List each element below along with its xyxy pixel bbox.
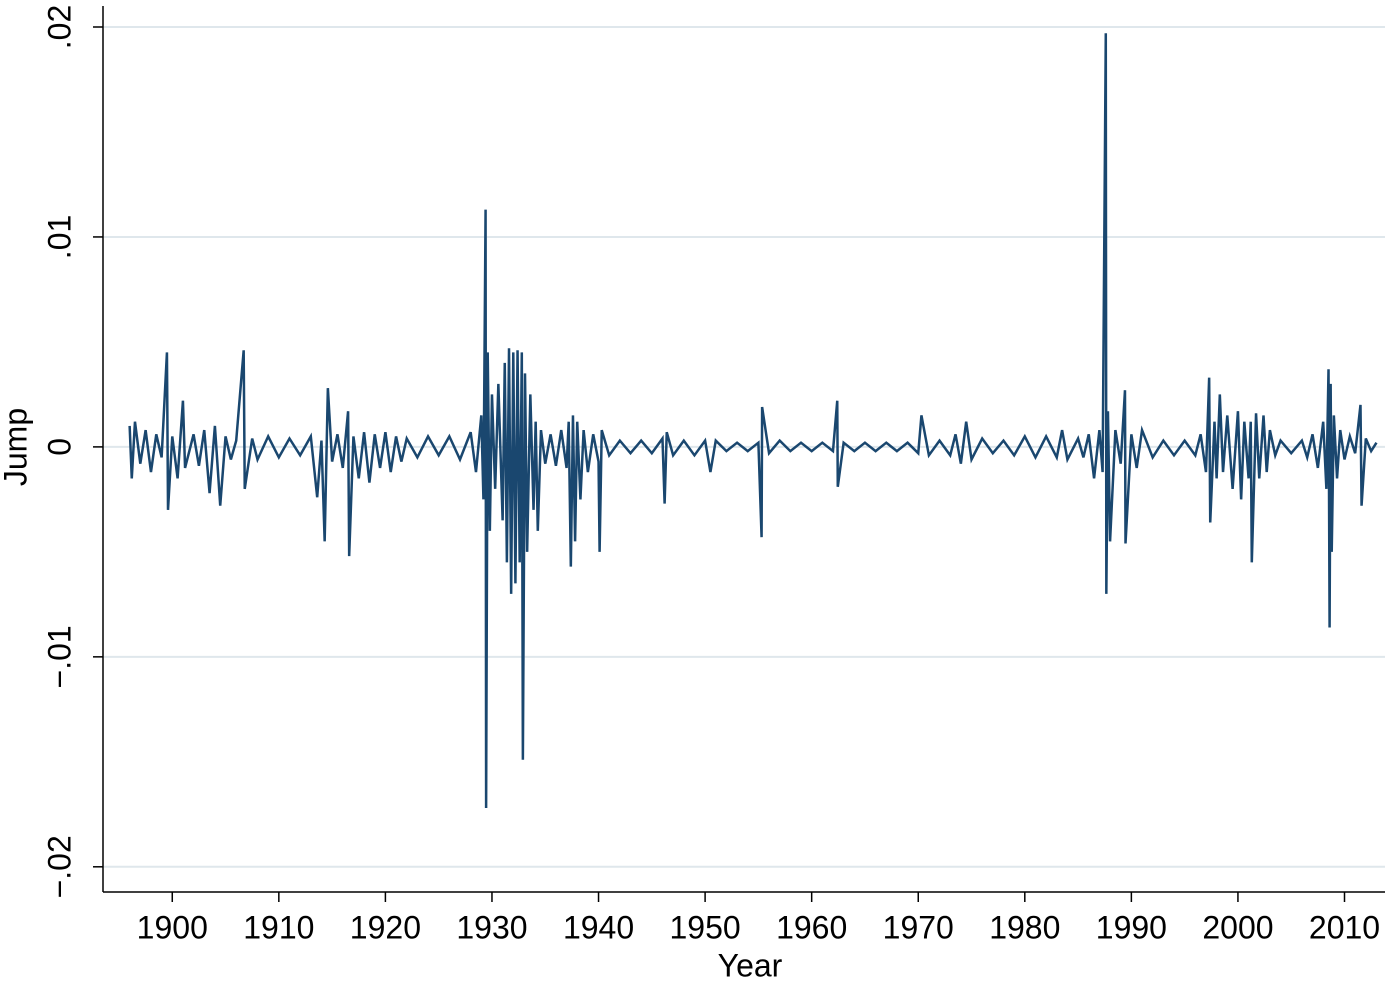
- y-tick-label: .01: [41, 215, 77, 259]
- x-tick-label: 1930: [456, 909, 527, 945]
- x-tick-label: 1980: [989, 909, 1060, 945]
- y-tick-label: .02: [41, 5, 77, 49]
- x-tick-label: 1920: [350, 909, 421, 945]
- x-tick-label: 1950: [670, 909, 741, 945]
- data-line: [128, 33, 1378, 809]
- x-tick-label: 2010: [1309, 909, 1380, 945]
- x-tick-label: 1990: [1096, 909, 1167, 945]
- y-tick-label: 0: [41, 438, 77, 456]
- y-tick-label: −.01: [41, 625, 77, 688]
- x-tick-label: 1910: [243, 909, 314, 945]
- y-axis-label: Jump: [0, 408, 33, 486]
- x-tick-label: 1900: [137, 909, 208, 945]
- x-tick-label: 1960: [776, 909, 847, 945]
- y-tick-label: −.02: [41, 835, 77, 898]
- x-tick-label: 1940: [563, 909, 634, 945]
- x-tick-label: 2000: [1202, 909, 1273, 945]
- x-axis-label: Year: [718, 947, 783, 983]
- x-tick-label: 1970: [883, 909, 954, 945]
